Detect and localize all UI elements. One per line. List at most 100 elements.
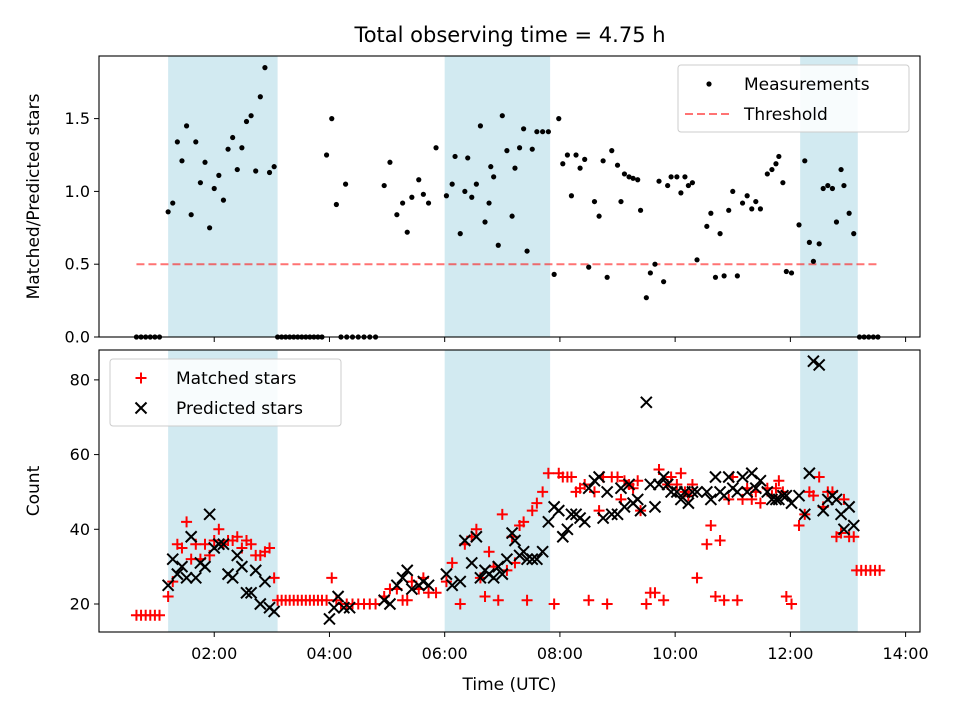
measurement-point (225, 146, 231, 152)
matched-star-point (780, 591, 792, 603)
measurement-point (452, 153, 458, 160)
predicted-star-point (474, 571, 487, 585)
predicted-star-point (582, 481, 595, 495)
predicted-star-point (682, 496, 695, 510)
measurement-point (465, 155, 471, 161)
matched-star-point (531, 497, 543, 509)
shaded-interval (444, 56, 551, 337)
predicted-star-point (526, 552, 539, 566)
measurement-point (717, 231, 723, 237)
measurement-point (643, 295, 649, 301)
measurement-point (769, 166, 775, 173)
predicted-star-point (812, 358, 826, 372)
legend-box (109, 358, 342, 427)
measurement-point (477, 123, 484, 129)
predicted-star-point (664, 485, 678, 499)
legend-label: Matched stars (176, 369, 296, 389)
predicted-star-point (700, 485, 714, 499)
measurement-point (545, 129, 551, 135)
matched-star-point (153, 609, 165, 621)
measurement-point (394, 212, 400, 218)
measurement-point (207, 225, 213, 231)
matched-star-point (446, 557, 458, 569)
measurement-point (682, 174, 688, 180)
y-tick-label: 60 (70, 445, 90, 464)
predicted-star-point (240, 586, 253, 599)
measurement-point (534, 129, 540, 135)
measurement-point (529, 146, 535, 152)
plot-frame (98, 55, 921, 338)
measurement-point (586, 264, 592, 270)
predicted-star-point (842, 500, 856, 514)
measurement-point (829, 185, 836, 192)
predicted-star-point (817, 504, 830, 517)
measurement-point (491, 174, 497, 180)
measurement-point (188, 212, 194, 218)
matched-star-point (649, 587, 661, 599)
legend: Measurements Threshold (677, 64, 910, 133)
matched-star-point (231, 531, 243, 543)
measurement-point (773, 161, 779, 167)
predicted-star-point (258, 575, 272, 588)
measurement-point (647, 270, 653, 276)
matched-star-point (268, 572, 280, 584)
measurement-point (661, 279, 667, 285)
measurement-point (202, 159, 208, 165)
measurement-point (482, 219, 488, 225)
measurement-point (333, 201, 339, 208)
predicted-star-point (166, 552, 179, 566)
measurement-point (239, 145, 245, 151)
measurement-point (637, 207, 644, 213)
measurement-point (400, 200, 406, 206)
measurement-point (665, 182, 671, 189)
matched-star-point (470, 523, 482, 535)
measurement-point (744, 193, 750, 199)
predicted-star-point (231, 549, 244, 562)
predicted-star-point (212, 538, 226, 551)
y-tick-label: 0.5 (65, 255, 90, 274)
measurement-point (556, 116, 562, 122)
measurement-point (509, 213, 515, 219)
measurement-point (193, 139, 199, 145)
measurement-point (626, 174, 632, 180)
predicted-star-point (496, 567, 509, 581)
measurement-point (211, 185, 217, 192)
matched-star-point (548, 598, 560, 610)
measurement-point (600, 158, 606, 164)
matched-star-point (526, 505, 538, 517)
matched-star-point (718, 594, 730, 606)
matched-star-point (479, 591, 491, 603)
measurement-point (165, 209, 171, 215)
legend-label: Measurements (744, 75, 870, 95)
predicted-star-point (722, 470, 735, 484)
predicted-star-point (803, 467, 816, 480)
measurement-point (757, 206, 764, 212)
measurement-point (174, 139, 180, 145)
measurement-point (551, 271, 557, 277)
measurement-point (234, 166, 240, 173)
measurement-point (499, 113, 505, 119)
predicted-star-point (487, 571, 500, 585)
measurement-point (220, 197, 227, 203)
predicted-star-point (736, 470, 749, 484)
measurement-point (668, 174, 674, 180)
y-axis-label: Matched/Predicted stars (24, 93, 44, 299)
bottom-panel: 20 40 60 80 02:00 04:00 06:00 08:00 10:00 12:00 14… (24, 349, 929, 695)
measurement-point (462, 188, 468, 195)
matched-star-point (807, 490, 819, 502)
predicted-star-point (648, 500, 662, 514)
measurement-point (708, 210, 714, 216)
matched-star-point (601, 598, 613, 610)
predicted-star-point (530, 552, 544, 566)
predicted-star-point (458, 534, 472, 547)
measurement-point (851, 231, 857, 237)
measurement-point (257, 94, 263, 100)
measurement-point (689, 180, 696, 186)
measurement-point (516, 145, 523, 151)
measurement-point (630, 175, 636, 181)
y-tick-label: 1.5 (65, 109, 90, 128)
matched-star-point (583, 594, 595, 606)
measurement-point (796, 222, 802, 228)
predicted-star-point (596, 511, 610, 525)
